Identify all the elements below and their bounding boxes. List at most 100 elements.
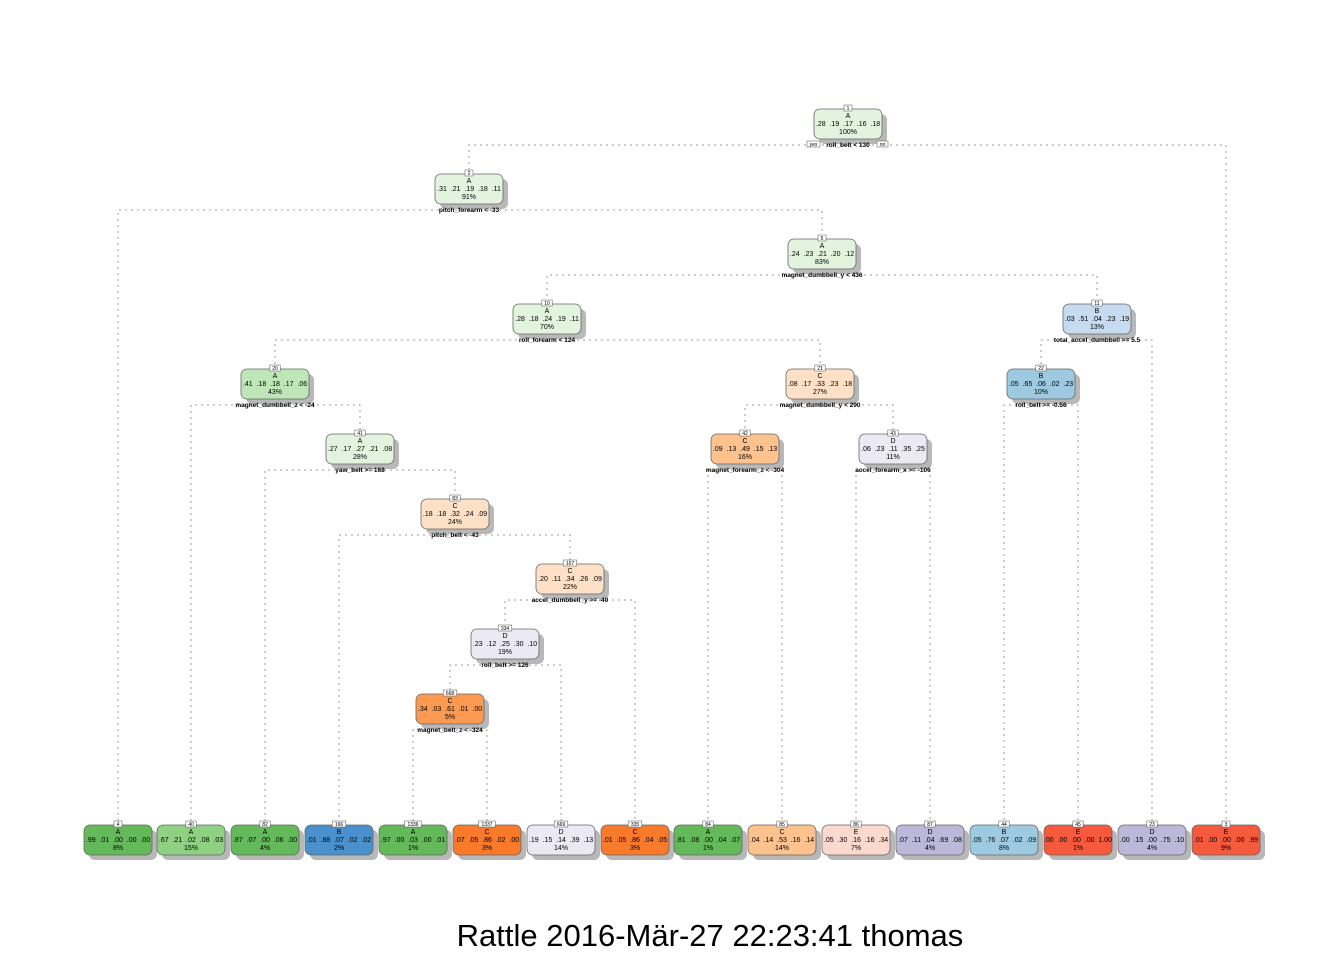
node-number: 11 [1094,301,1099,307]
node-probs: .06 .23 .11 .35 .25 [861,446,925,453]
node-probs: .05 .30 .16 .16 .34 [824,837,888,844]
node-number: 167 [566,561,575,567]
no-tag-box [876,140,889,148]
node-percent: 28% [353,454,367,461]
node-class: A [545,308,550,315]
node-probs: .81 .08 .00 .04 .07 [676,837,740,844]
split-label: magnet_dumbbell_y < 290 [779,402,860,409]
node-probs: .07 .11 .04 .69 .08 [898,837,962,844]
node-number: 23 [1149,822,1155,828]
node-number-tag [776,820,788,828]
node-probs: .23 .12 .25 .30 .10 [473,641,537,648]
node-number-tag [1072,820,1084,828]
node-number: 335 [631,822,640,828]
node-percent: 70% [540,324,554,331]
tree-edges [117,144,1227,825]
node-percent: 24% [448,519,462,526]
node-percent: 3% [630,845,640,852]
node-number: 43 [890,431,896,437]
node-class: E [1076,829,1081,836]
split-label: accel_forearm_x >= -106 [855,467,931,474]
node-number-tag [739,429,751,437]
node-probs: .41 .18 .18 .17 .06 [243,381,307,388]
tree-edge [820,404,894,434]
node-probs: .01 .88 .07 .02 .02 [307,837,371,844]
node-class: A [846,113,851,120]
node-number: 45 [1075,822,1081,828]
tree-edge [450,729,488,825]
node-number-tag [887,429,899,437]
node-number-tag [113,820,123,828]
node-percent: 27% [813,389,827,396]
node-percent: 1% [1073,845,1083,852]
node-percent: 4% [1147,845,1157,852]
node-probs: .27 .17 .27 .21 .08 [328,446,392,453]
tree-edge [744,404,820,434]
split-label: magnet_dumbbell_y < 436 [781,272,862,279]
node-class: C [452,503,457,510]
node-number-tag [497,624,513,632]
leaf-node: 4A.99 .01 .00 .00 .008% [83,820,157,860]
node-class: A [116,829,121,836]
tree-edge [469,209,823,239]
node-number-tag [553,820,569,828]
node-number: 10 [544,301,550,307]
node-probs: .87 .07 .00 .06 .00 [233,837,297,844]
node-class: A [358,438,363,445]
tree-edge [338,534,455,825]
node-class: C [632,829,637,836]
node-number: 4 [117,822,120,828]
node-class: A [706,829,711,836]
node-probs: .00 .15 .00 .75 .10 [1120,837,1184,844]
node-number-tag [1091,299,1103,307]
node-probs: .34 .03 .61 .01 .00 [418,706,482,713]
node-percent: 91% [462,194,476,201]
leaf-node: 84A.81 .08 .00 .04 .071% [673,820,747,860]
no-tag: no [880,142,886,148]
node-number-tag [331,820,347,828]
node-number-tag [259,820,271,828]
tree-edge [822,274,1098,304]
node-percent: 2% [334,845,344,852]
node-number-tag [1035,364,1047,372]
node-class: C [779,829,784,836]
tree-edge [848,144,1227,825]
node-class: D [558,829,563,836]
tree-edge [546,274,822,304]
tree-edge [745,469,783,825]
tree-edge [1041,404,1079,825]
node-class: D [890,438,895,445]
node-percent: 3% [482,845,492,852]
node-class: D [927,829,932,836]
node-percent: 11% [886,454,900,461]
tree-edge [1097,339,1153,825]
node-probs: .08 .17 .33 .23 .18 [788,381,852,388]
node-percent: 14% [554,845,568,852]
node-probs: .67 .21 .02 .08 .03 [159,837,223,844]
tree-edge [190,404,275,825]
tree-edge [1040,339,1097,369]
node-probs: .05 .76 .07 .02 .09 [972,837,1036,844]
node-class: A [467,178,472,185]
split-label: roll_belt >= -0.56 [1015,402,1067,409]
node-percent: 1% [408,845,418,852]
split-label: magnet_dumbbell_z < -24 [235,402,315,409]
node-percent: 7% [851,845,861,852]
node-probs: .99 .01 .00 .00 .00 [86,837,150,844]
tree-edge [360,469,456,499]
node-number: 1336 [407,822,418,828]
split-label: yaw_belt >= 168 [335,467,385,474]
node-class: A [820,243,825,250]
node-probs: .01 .00 .00 .00 .99 [1194,837,1258,844]
node-number: 2 [468,171,471,177]
node-number: 42 [742,431,748,437]
node-probs: .18 .18 .32 .24 .09 [423,511,487,518]
node-number-tag [442,689,458,697]
